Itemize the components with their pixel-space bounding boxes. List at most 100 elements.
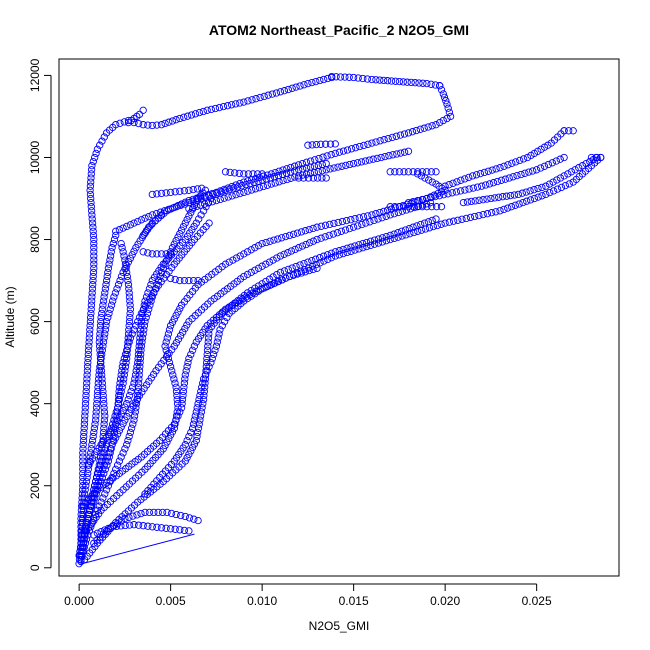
data-point <box>329 230 337 238</box>
data-point <box>264 91 272 99</box>
data-point <box>215 330 223 338</box>
data-point <box>201 371 210 379</box>
data-point <box>436 118 444 127</box>
data-point <box>79 514 87 523</box>
data-point <box>125 409 133 417</box>
data-point <box>313 264 321 272</box>
data-point <box>126 301 134 309</box>
data-point <box>95 334 104 342</box>
data-point <box>123 354 131 363</box>
data-point <box>358 220 366 229</box>
data-point <box>108 441 116 449</box>
data-point <box>85 338 93 346</box>
data-point <box>256 93 264 102</box>
data-point <box>546 188 554 197</box>
data-point <box>247 246 255 254</box>
data-point <box>391 204 400 212</box>
data-point <box>491 194 499 202</box>
data-point <box>120 252 128 260</box>
data-point <box>119 358 127 367</box>
data-point <box>427 80 435 88</box>
data-point <box>404 198 413 207</box>
data-point <box>109 420 117 428</box>
data-point <box>179 391 187 400</box>
data-point <box>461 186 469 194</box>
data-point <box>126 313 134 322</box>
data-point <box>79 506 88 514</box>
data-point <box>93 506 102 514</box>
data-point <box>354 74 362 82</box>
data-point <box>238 182 246 190</box>
data-point <box>95 371 103 379</box>
data-point <box>309 237 318 245</box>
data-point <box>368 75 376 84</box>
data-point <box>207 358 215 367</box>
data-point <box>172 383 180 391</box>
data-point <box>274 235 282 243</box>
data-point <box>121 363 130 371</box>
data-point <box>414 227 422 235</box>
data-point <box>90 239 98 248</box>
data-point <box>376 208 384 217</box>
data-point <box>110 469 118 478</box>
data-point <box>112 465 120 473</box>
data-point <box>198 404 206 412</box>
data-point <box>93 469 102 478</box>
data-point <box>331 149 339 158</box>
data-point <box>458 215 466 223</box>
data-point <box>176 332 185 340</box>
data-point <box>101 289 109 297</box>
data-point <box>475 196 483 204</box>
data-point <box>181 200 189 208</box>
data-point <box>404 203 413 211</box>
data-point <box>133 395 142 403</box>
data-point <box>511 201 519 209</box>
data-point <box>395 203 404 211</box>
data-point <box>88 215 96 223</box>
data-point <box>236 189 244 198</box>
data-point <box>399 78 407 86</box>
data-point <box>126 305 135 313</box>
data-point <box>266 281 274 289</box>
data-point <box>439 116 447 125</box>
data-point <box>103 453 112 461</box>
data-point <box>157 121 166 129</box>
data-point <box>465 185 473 193</box>
data-point <box>564 170 572 178</box>
data-point <box>102 281 110 289</box>
data-point <box>112 121 120 129</box>
data-point <box>164 205 173 214</box>
data-point <box>146 301 154 309</box>
data-point <box>156 208 165 216</box>
data-point <box>199 400 207 408</box>
data-point <box>130 416 138 424</box>
data-point <box>472 171 481 179</box>
data-point <box>582 159 590 168</box>
data-point <box>285 272 294 281</box>
data-point <box>135 367 144 375</box>
data-point <box>517 170 525 179</box>
data-point <box>208 198 217 206</box>
data-point <box>172 116 180 124</box>
data-point <box>117 522 125 530</box>
data-point <box>336 73 345 81</box>
data-point <box>80 494 88 502</box>
data-point <box>304 79 312 88</box>
data-point <box>432 203 441 211</box>
data-point <box>88 219 97 227</box>
data-point <box>424 218 433 226</box>
data-point <box>418 195 426 204</box>
data-point <box>331 140 339 148</box>
data-point <box>247 292 255 300</box>
data-point <box>102 322 110 330</box>
data-point <box>84 346 93 354</box>
data-point <box>193 202 201 211</box>
data-point <box>192 408 200 416</box>
data-point <box>471 212 479 221</box>
data-point <box>272 89 281 97</box>
data-point <box>130 521 138 529</box>
data-point <box>315 154 323 163</box>
data-point <box>89 157 97 166</box>
data-point <box>421 174 429 182</box>
data-point <box>82 395 90 404</box>
